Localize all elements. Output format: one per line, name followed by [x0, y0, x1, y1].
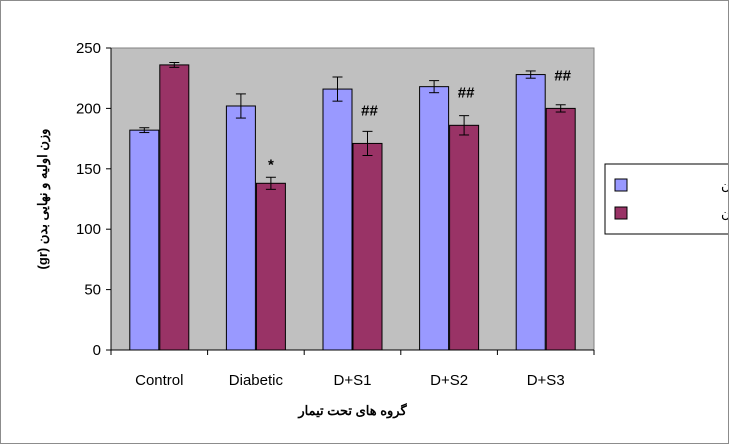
y-tick-label: 100 — [76, 221, 101, 238]
bar-final-control — [159, 64, 190, 351]
significance-marker: ## — [458, 84, 475, 101]
bar-final-ds1 — [352, 142, 383, 351]
significance-marker: ## — [554, 67, 571, 84]
legend-label: وزن نهایی بدن — [721, 206, 728, 222]
bar-final-ds2 — [449, 124, 480, 351]
y-tick-label: 200 — [76, 100, 101, 117]
bar-initial-control — [129, 129, 160, 351]
bar-initial-diabetic — [225, 105, 256, 351]
bar-initial-ds3 — [515, 74, 546, 351]
x-tick-label: D+S1 — [334, 372, 372, 389]
legend-label: وزن اولیه بدن — [721, 178, 728, 194]
legend-swatch — [614, 178, 628, 192]
x-axis-title: گروه های تحت تیمار — [297, 402, 407, 419]
x-tick-label: D+S3 — [527, 372, 565, 389]
legend-swatch — [614, 206, 628, 220]
y-tick-label: 250 — [76, 40, 101, 57]
y-tick-label: 50 — [84, 282, 101, 299]
legend-box — [604, 163, 729, 235]
y-tick-label: 150 — [76, 161, 101, 178]
bar-initial-ds1 — [322, 88, 353, 351]
y-axis-title: وزن اولیه و نهایی بدن (gr) — [35, 129, 51, 270]
x-tick-label: D+S2 — [430, 372, 468, 389]
significance-marker: * — [268, 156, 274, 173]
y-tick-label: 0 — [93, 342, 101, 359]
bar-final-diabetic — [255, 182, 286, 351]
x-tick-label: Diabetic — [229, 372, 284, 389]
bar-initial-ds2 — [419, 86, 450, 351]
bar-final-ds3 — [545, 107, 576, 351]
significance-marker: ## — [361, 102, 378, 119]
x-tick-label: Control — [135, 372, 183, 389]
